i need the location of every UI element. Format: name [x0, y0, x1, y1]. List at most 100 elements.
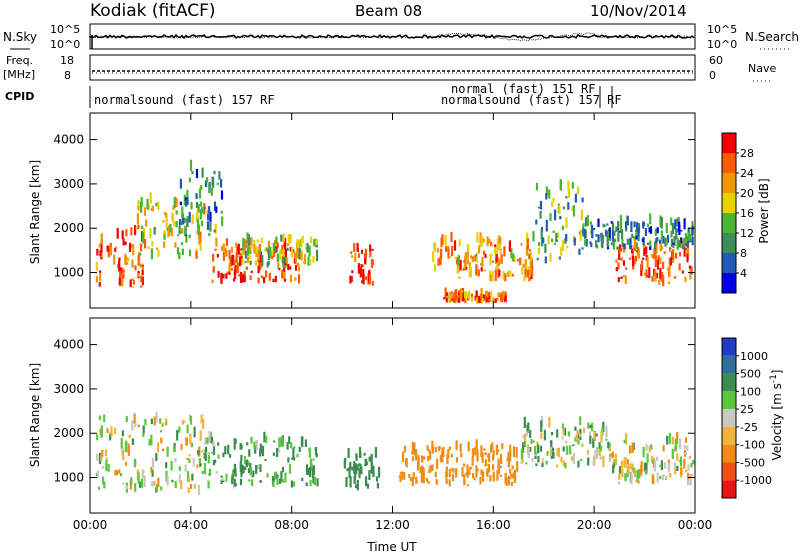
echo-cell: [576, 430, 579, 436]
echo-cell: [308, 447, 311, 458]
colorbar-swatch: [722, 480, 736, 498]
echo-cell: [411, 451, 414, 455]
echo-cell: [489, 475, 492, 482]
echo-cell: [151, 241, 154, 247]
echo-cell: [522, 442, 525, 453]
echo-cell: [96, 248, 99, 256]
echo-cell: [553, 242, 556, 245]
echo-cell: [674, 438, 677, 448]
echo-cell: [611, 222, 615, 232]
echo-cell: [151, 205, 154, 212]
echo-cell: [565, 196, 568, 199]
echo-cell: [539, 210, 542, 219]
echo-cell: [635, 255, 638, 262]
echo-cell: [312, 458, 315, 461]
echo-cell: [247, 461, 250, 466]
echo-cell: [505, 477, 508, 486]
echo-cell: [496, 256, 499, 267]
echo-cell: [220, 210, 223, 214]
echo-cell: [453, 240, 457, 251]
echo-cell: [137, 224, 140, 230]
echo-cell: [288, 464, 292, 474]
echo-cell: [281, 479, 284, 483]
echo-cell: [620, 257, 623, 261]
echo-cell: [480, 267, 483, 272]
xtick-label: 00:00: [678, 518, 713, 532]
echo-cell: [659, 243, 662, 252]
echo-cell: [354, 463, 357, 472]
echo-cell: [222, 273, 225, 279]
echo-cell: [186, 218, 189, 228]
echo-cell: [675, 228, 678, 240]
echo-cell: [181, 206, 184, 218]
echo-cell: [249, 244, 252, 251]
echo-cell: [225, 273, 228, 279]
echo-cell: [497, 462, 500, 474]
echo-cell: [142, 425, 145, 434]
echo-cell: [220, 272, 223, 284]
echo-cell: [490, 290, 493, 298]
echo-cell: [305, 464, 309, 475]
echo-cell: [666, 234, 670, 243]
echo-cell: [455, 257, 459, 265]
echo-cell: [686, 254, 689, 260]
echo-cell: [597, 218, 600, 227]
echo-cell: [405, 458, 408, 466]
echo-cell: [564, 440, 568, 443]
echo-cell: [180, 231, 183, 234]
echo-cell: [249, 255, 252, 260]
echo-cell: [572, 205, 576, 217]
echo-cell: [426, 445, 429, 451]
echo-cell: [295, 264, 298, 271]
echo-cell: [683, 238, 686, 248]
echo-cell: [106, 245, 109, 252]
echo-cell: [669, 247, 672, 250]
echo-cell: [258, 249, 261, 255]
date-title: 10/Nov/2014: [590, 2, 687, 20]
colorbar-swatch: [722, 133, 736, 153]
echo-cell: [151, 458, 154, 468]
echo-cell: [139, 263, 142, 268]
echo-cell: [572, 452, 575, 464]
echo-cell: [425, 478, 428, 482]
echo-cell: [448, 468, 451, 478]
echo-cell: [540, 432, 543, 439]
echo-cell: [364, 248, 368, 258]
echo-cell: [351, 270, 354, 274]
echo-cell: [350, 251, 353, 255]
echo-cell: [309, 236, 313, 244]
echo-cell: [125, 229, 128, 237]
echo-cell: [592, 438, 595, 448]
nsearch-label: N.Search: [745, 30, 799, 44]
echo-cell: [459, 443, 462, 452]
echo-cell: [193, 483, 196, 489]
echo-cell: [411, 456, 415, 462]
velocity-colorbar-label-end: ]: [770, 370, 784, 375]
echo-cell: [606, 245, 610, 250]
echo-cell: [178, 219, 182, 226]
echo-cell: [133, 413, 136, 424]
echo-cell: [484, 253, 487, 258]
echo-cell: [645, 469, 648, 475]
echo-cell: [532, 440, 535, 443]
echo-cell: [637, 236, 640, 242]
echo-cell: [188, 414, 191, 421]
echo-cell: [516, 258, 519, 262]
echo-cell: [238, 256, 242, 267]
echo-cell: [278, 267, 281, 271]
echo-cell: [228, 249, 231, 259]
echo-cell: [618, 244, 622, 252]
echo-cell: [131, 420, 134, 431]
echo-cell: [210, 436, 214, 444]
colorbar-swatch: [722, 253, 736, 273]
power-xtick-marks: [89, 113, 696, 308]
echo-cell: [178, 426, 181, 433]
echo-cell: [482, 294, 485, 299]
echo-cell: [681, 244, 685, 250]
echo-cell: [231, 474, 234, 480]
echo-cell: [157, 249, 160, 257]
echo-cell: [148, 438, 151, 446]
echo-cell: [554, 209, 557, 221]
echo-cell: [119, 271, 122, 278]
echo-cell: [265, 247, 268, 250]
